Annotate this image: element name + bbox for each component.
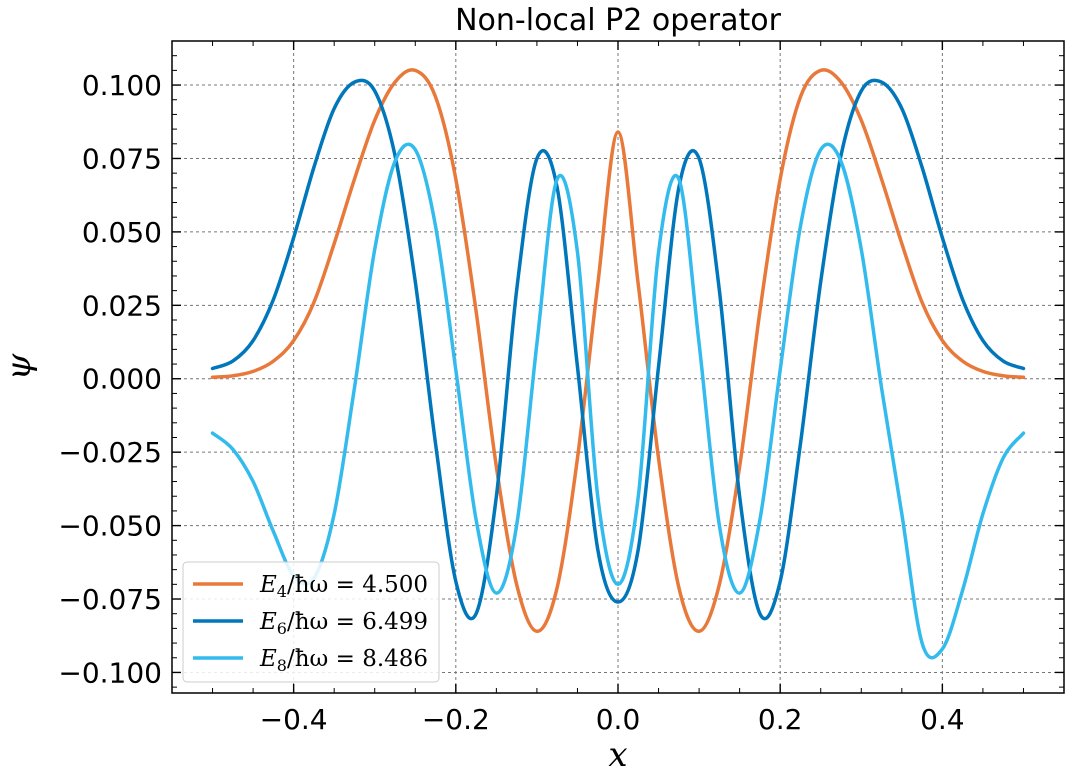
series-line-6 (210, 78, 1026, 621)
plot-frame (171, 40, 1065, 694)
y-tick-label: −0.075 (58, 583, 162, 616)
chart-title: Non-local P2 operator (455, 3, 781, 38)
legend-label-4: E4/ħω = 4.500 (259, 572, 428, 601)
y-tick-label: 0.025 (82, 289, 162, 322)
x-tick-label: −0.4 (260, 703, 328, 736)
tick-labels: −0.4 −0.2 0.0 0.2 0.4 0.100 0.075 0.050 0.025 0.0… (58, 69, 964, 736)
series-lines (210, 68, 1026, 660)
legend-label-8: E8/ħω = 8.486 (259, 646, 428, 675)
series-line-8 (210, 142, 1026, 660)
x-tick-label: −0.2 (422, 703, 490, 736)
legend: E4/ħω = 4.500 E6/ħω = 6.499 E8/ħω = 8.486 (182, 561, 440, 683)
y-axis-label: ψ (0, 353, 39, 380)
y-tick-label: −0.025 (58, 436, 162, 469)
axis-ticks (171, 40, 1065, 693)
x-tick-label: 0.2 (758, 703, 803, 736)
x-axis-label: x (608, 735, 627, 775)
legend-label-6: E6/ħω = 6.499 (259, 609, 428, 638)
y-tick-label: 0.000 (82, 363, 162, 396)
y-tick-label: 0.100 (82, 69, 162, 102)
x-tick-label: 0.0 (596, 703, 641, 736)
y-tick-label: 0.050 (82, 216, 162, 249)
legend-box (182, 561, 440, 683)
x-tick-label: 0.4 (920, 703, 965, 736)
series-line-4 (210, 68, 1026, 634)
y-tick-label: 0.075 (82, 142, 162, 175)
y-tick-label: −0.050 (58, 510, 162, 543)
y-tick-label: −0.100 (58, 656, 162, 689)
